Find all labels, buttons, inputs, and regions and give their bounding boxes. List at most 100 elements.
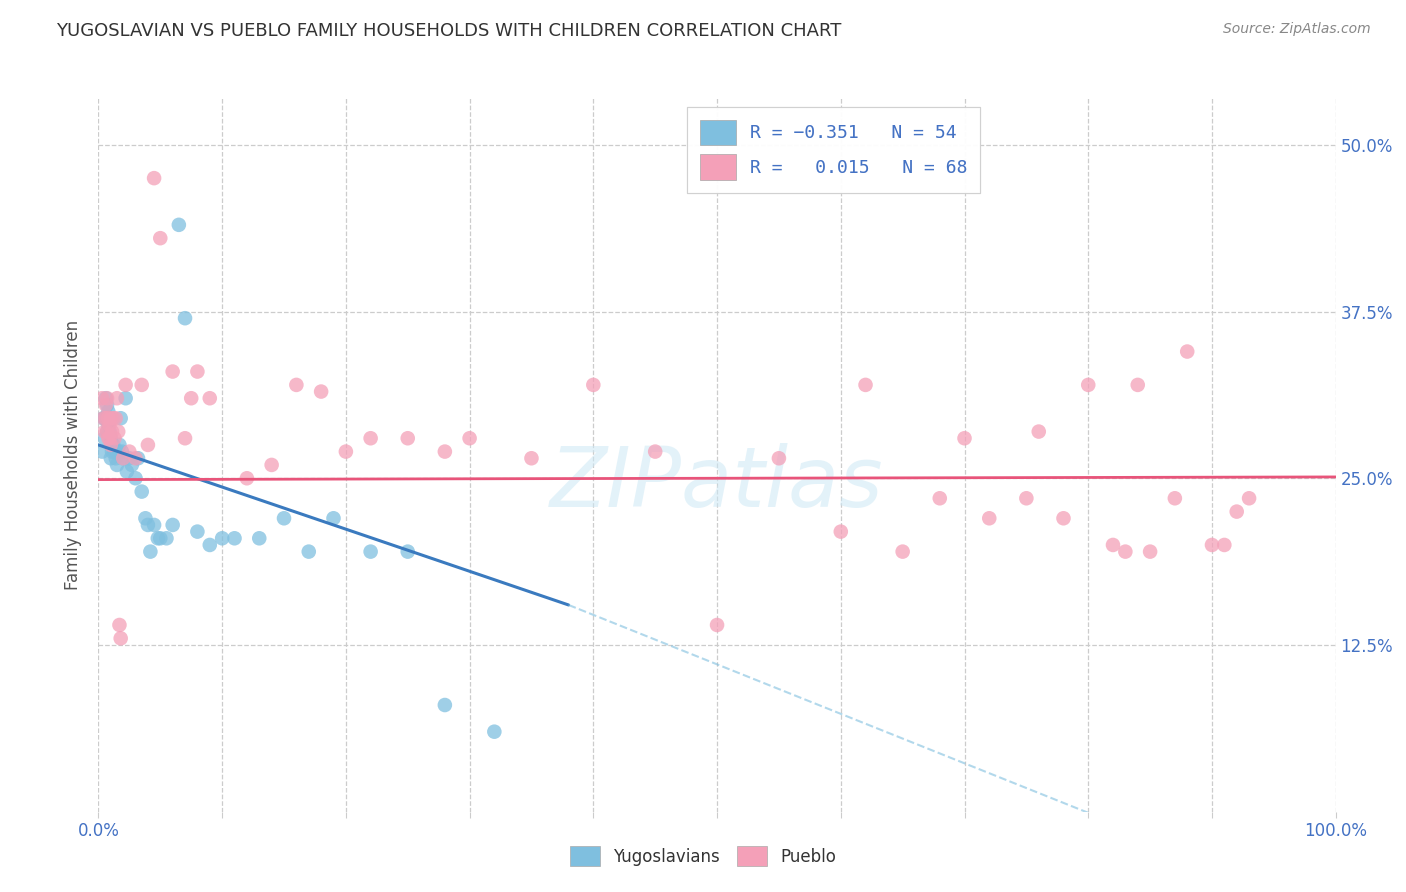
Point — [143, 171, 166, 186]
Point — [139, 544, 162, 558]
Point — [104, 411, 127, 425]
Point — [103, 411, 125, 425]
Point — [98, 411, 121, 425]
Point — [1052, 511, 1074, 525]
Point — [100, 438, 122, 452]
Point — [335, 444, 357, 458]
Point — [396, 544, 419, 558]
Point — [124, 471, 146, 485]
Point — [830, 524, 852, 539]
Point — [97, 404, 120, 418]
Point — [96, 425, 118, 439]
Point — [103, 438, 125, 452]
Point — [118, 451, 141, 466]
Point — [1175, 344, 1198, 359]
Point — [93, 411, 115, 425]
Point — [93, 425, 115, 439]
Point — [1028, 425, 1050, 439]
Point — [111, 444, 134, 458]
Point — [134, 511, 156, 525]
Point — [94, 398, 117, 412]
Point — [1015, 491, 1038, 506]
Point — [94, 391, 117, 405]
Point — [108, 618, 131, 632]
Point — [211, 531, 233, 545]
Point — [396, 431, 419, 445]
Point — [309, 384, 332, 399]
Point — [1077, 377, 1099, 392]
Point — [186, 524, 208, 539]
Point — [155, 531, 177, 545]
Point — [131, 377, 153, 392]
Point — [224, 531, 246, 545]
Point — [298, 544, 321, 558]
Point — [93, 431, 115, 445]
Point — [582, 377, 605, 392]
Point — [433, 444, 456, 458]
Point — [706, 618, 728, 632]
Point — [97, 417, 120, 432]
Point — [94, 411, 117, 425]
Point — [103, 431, 125, 445]
Point — [96, 398, 118, 412]
Point — [112, 451, 135, 466]
Point — [146, 531, 169, 545]
Text: ZIPatlas: ZIPatlas — [550, 443, 884, 524]
Point — [285, 377, 308, 392]
Point — [105, 391, 128, 405]
Point — [143, 518, 166, 533]
Point — [107, 444, 129, 458]
Point — [114, 391, 136, 405]
Point — [124, 451, 146, 466]
Point — [115, 465, 138, 479]
Point — [360, 431, 382, 445]
Text: YUGOSLAVIAN VS PUEBLO FAMILY HOUSEHOLDS WITH CHILDREN CORRELATION CHART: YUGOSLAVIAN VS PUEBLO FAMILY HOUSEHOLDS … — [56, 22, 842, 40]
Point — [98, 431, 121, 445]
Point — [96, 411, 118, 425]
Point — [1139, 544, 1161, 558]
Point — [162, 365, 184, 379]
Point — [98, 425, 121, 439]
Point — [149, 531, 172, 545]
Point — [1126, 377, 1149, 392]
Point — [97, 431, 120, 445]
Point — [96, 425, 118, 439]
Point — [186, 365, 208, 379]
Point — [110, 632, 132, 646]
Point — [433, 698, 456, 712]
Point — [114, 377, 136, 392]
Point — [94, 411, 117, 425]
Point — [162, 518, 184, 533]
Point — [121, 458, 143, 472]
Point — [127, 451, 149, 466]
Point — [360, 544, 382, 558]
Point — [98, 417, 121, 432]
Point — [149, 231, 172, 245]
Point — [953, 431, 976, 445]
Point — [96, 391, 118, 405]
Point — [107, 425, 129, 439]
Point — [1164, 491, 1187, 506]
Point — [484, 724, 506, 739]
Point — [928, 491, 950, 506]
Point — [198, 391, 221, 405]
Point — [101, 444, 124, 458]
Point — [104, 451, 127, 466]
Point — [1102, 538, 1125, 552]
Point — [103, 444, 125, 458]
Point — [167, 218, 190, 232]
Point — [273, 511, 295, 525]
Point — [112, 451, 135, 466]
Point — [110, 411, 132, 425]
Point — [97, 411, 120, 425]
Point — [768, 451, 790, 466]
Point — [198, 538, 221, 552]
Point — [520, 451, 543, 466]
Point — [644, 444, 666, 458]
Point — [100, 411, 122, 425]
Point — [322, 511, 344, 525]
Point — [91, 444, 114, 458]
Point — [131, 484, 153, 499]
Point — [979, 511, 1001, 525]
Point — [93, 411, 115, 425]
